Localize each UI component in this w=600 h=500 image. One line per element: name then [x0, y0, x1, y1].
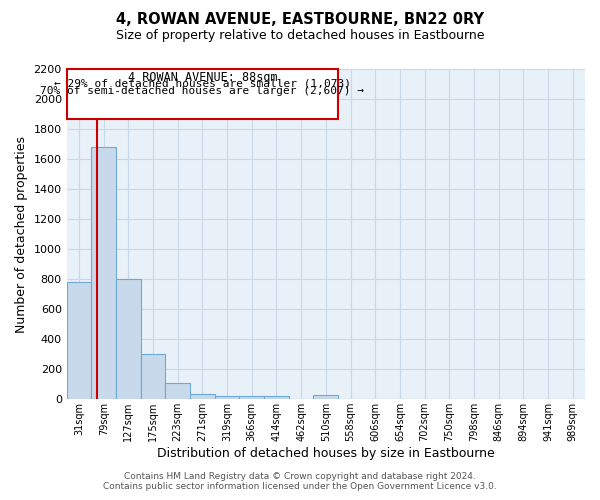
Text: 4 ROWAN AVENUE: 88sqm: 4 ROWAN AVENUE: 88sqm	[128, 72, 277, 85]
Bar	[264, 396, 289, 400]
Bar	[91, 147, 116, 400]
Bar	[67, 69, 338, 118]
Bar	[141, 354, 166, 400]
Bar	[313, 395, 338, 400]
Text: Size of property relative to detached houses in Eastbourne: Size of property relative to detached ho…	[116, 29, 484, 42]
Bar	[116, 279, 141, 400]
Bar	[215, 396, 239, 400]
Bar	[239, 396, 264, 400]
Text: 4, ROWAN AVENUE, EASTBOURNE, BN22 0RY: 4, ROWAN AVENUE, EASTBOURNE, BN22 0RY	[116, 12, 484, 28]
Bar	[166, 383, 190, 400]
X-axis label: Distribution of detached houses by size in Eastbourne: Distribution of detached houses by size …	[157, 447, 495, 460]
Text: 70% of semi-detached houses are larger (2,607) →: 70% of semi-detached houses are larger (…	[40, 86, 364, 97]
Text: ← 29% of detached houses are smaller (1,073): ← 29% of detached houses are smaller (1,…	[54, 79, 351, 89]
Y-axis label: Number of detached properties: Number of detached properties	[15, 136, 28, 332]
Text: Contains HM Land Registry data © Crown copyright and database right 2024.
Contai: Contains HM Land Registry data © Crown c…	[103, 472, 497, 491]
Bar	[190, 394, 215, 400]
Bar	[67, 282, 91, 400]
